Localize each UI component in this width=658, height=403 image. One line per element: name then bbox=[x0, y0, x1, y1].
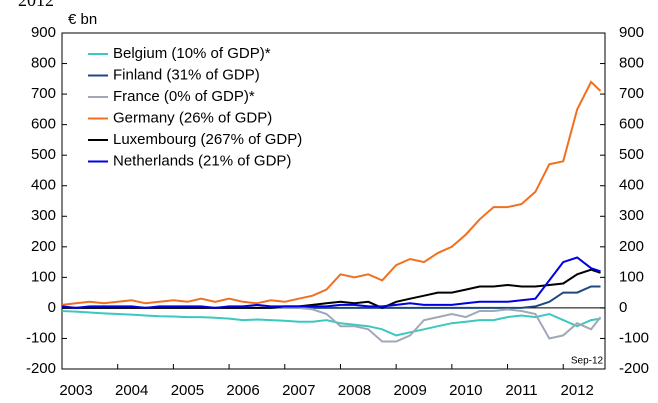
y2-tick-label: 400 bbox=[619, 177, 644, 194]
series-line bbox=[62, 306, 602, 343]
y-tick-label: 800 bbox=[31, 55, 56, 72]
y2-tick-label: 500 bbox=[619, 146, 644, 163]
y2-tick-label: 900 bbox=[619, 24, 644, 41]
y2-tick-label: 800 bbox=[619, 55, 644, 72]
y-tick-label: 600 bbox=[31, 116, 56, 133]
legend-label: Netherlands (21% of GDP) bbox=[113, 152, 291, 169]
y-tick-label: 500 bbox=[31, 146, 56, 163]
legend-label: France (0% of GDP)* bbox=[113, 88, 255, 105]
y-tick-label: 100 bbox=[31, 268, 56, 285]
y2-tick-label: 300 bbox=[619, 207, 644, 224]
y-tick-label: 0 bbox=[48, 299, 56, 316]
legend-label: Belgium (10% of GDP)* bbox=[113, 45, 271, 62]
x-tick-label: 2010 bbox=[449, 382, 482, 399]
x-tick-label: 2009 bbox=[393, 382, 426, 399]
y-tick-label: -100 bbox=[26, 329, 56, 346]
y-tick-label: 200 bbox=[31, 238, 56, 255]
x-tick-label: 2008 bbox=[338, 382, 371, 399]
legend-label: Luxembourg (267% of GDP) bbox=[113, 131, 302, 148]
series-line bbox=[61, 310, 601, 337]
series-line bbox=[61, 80, 602, 306]
legend-label: Finland (31% of GDP) bbox=[113, 66, 260, 83]
y2-tick-label: -100 bbox=[619, 329, 649, 346]
chart-title: 2012 bbox=[18, 0, 54, 10]
x-tick-label: 2003 bbox=[59, 382, 92, 399]
y2-tick-label: 0 bbox=[619, 299, 627, 316]
y-axis-label: € bn bbox=[68, 11, 97, 28]
legend-label: Germany (26% of GDP) bbox=[113, 109, 272, 126]
y-tick-label: 300 bbox=[31, 207, 56, 224]
y2-tick-label: 700 bbox=[619, 85, 644, 102]
y-tick-label: 900 bbox=[31, 24, 56, 41]
x-tick-label: 2007 bbox=[282, 382, 315, 399]
series-line bbox=[61, 256, 601, 309]
x-tick-label: 2012 bbox=[561, 382, 594, 399]
x-tick-label: 2006 bbox=[226, 382, 259, 399]
y2-tick-label: 100 bbox=[619, 268, 644, 285]
y-tick-label: 400 bbox=[31, 177, 56, 194]
annotation: Sep-12 bbox=[571, 356, 604, 367]
x-tick-label: 2011 bbox=[505, 382, 537, 399]
y2-tick-label: -200 bbox=[619, 360, 649, 377]
y2-tick-label: 600 bbox=[619, 116, 644, 133]
plot-frame bbox=[61, 32, 606, 370]
y-tick-label: 700 bbox=[31, 85, 56, 102]
y2-tick-label: 200 bbox=[619, 238, 644, 255]
series-line bbox=[62, 285, 601, 309]
x-tick-label: 2005 bbox=[171, 382, 204, 399]
x-tick-label: 2004 bbox=[115, 382, 148, 399]
y-tick-label: -200 bbox=[26, 360, 56, 377]
